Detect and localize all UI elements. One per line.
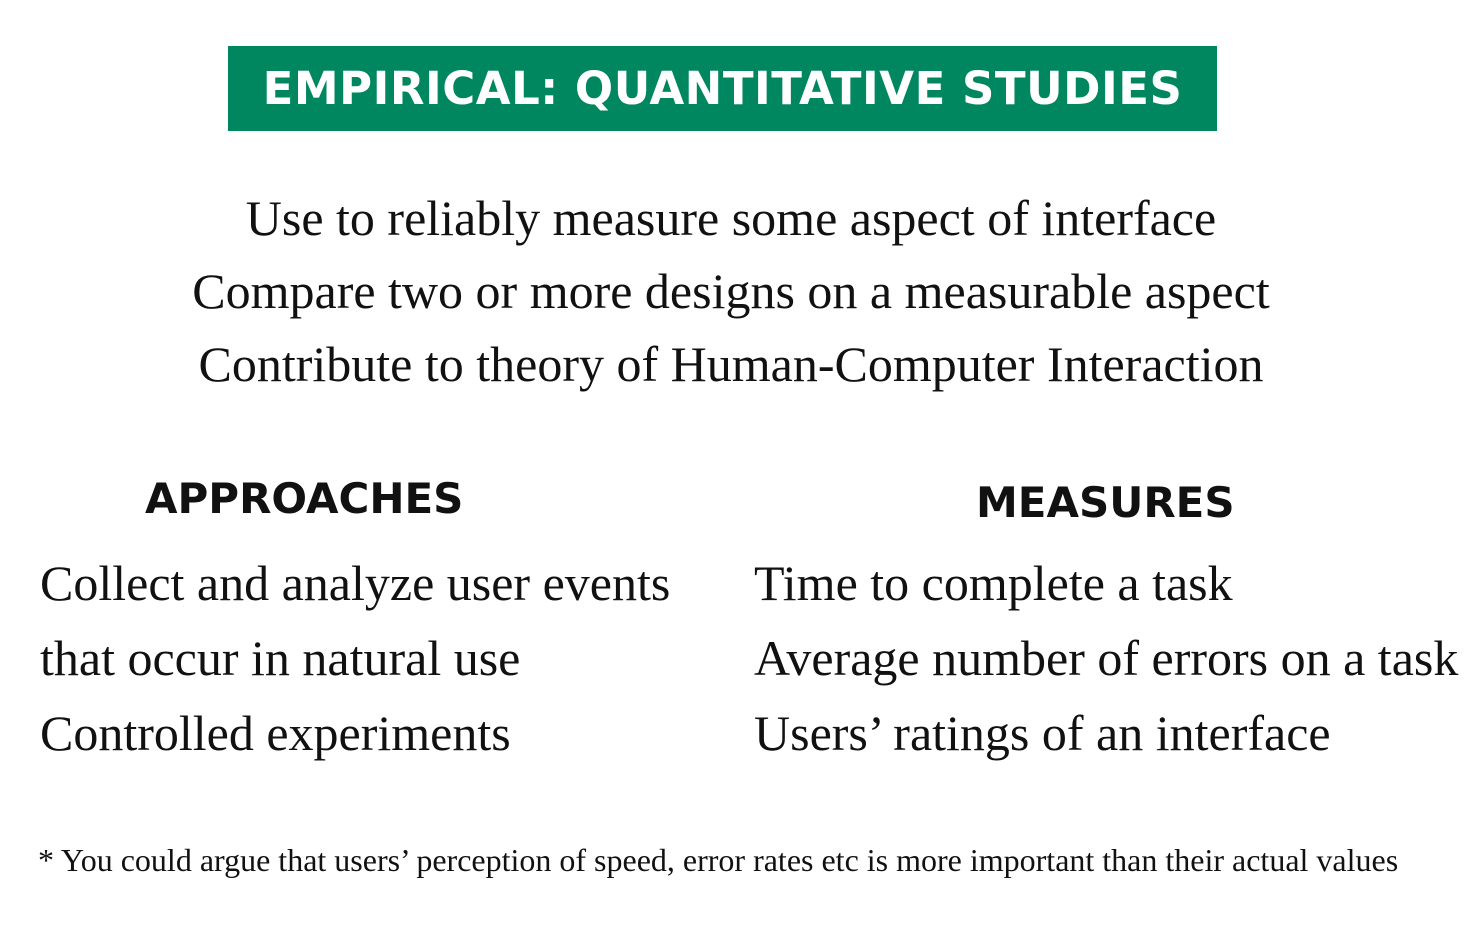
approaches-item: that occur in natural use [40,630,521,686]
approaches-item: Controlled experiments [40,705,511,761]
approaches-item: Collect and analyze user events [40,555,671,611]
footnote: * You could argue that users’ perception… [38,842,1399,878]
slide-title-banner: EMPIRICAL: QUANTITATIVE STUDIES [228,46,1217,131]
measures-item: Time to complete a task [754,555,1233,611]
measures-list: Time to complete a task Average number o… [754,546,1458,771]
intro-line: Use to reliably measure some aspect of i… [245,190,1217,246]
measures-item: Users’ ratings of an interface [754,705,1331,761]
intro-line: Compare two or more designs on a measura… [192,263,1270,319]
slide-title: EMPIRICAL: QUANTITATIVE STUDIES [262,62,1183,115]
intro-text: Use to reliably measure some aspect of i… [0,182,1462,401]
measures-item: Average number of errors on a task [754,630,1459,686]
approaches-list: Collect and analyze user events that occ… [40,546,670,771]
measures-heading: MEASURES [976,478,1235,527]
intro-line: Contribute to theory of Human-Computer I… [198,336,1264,392]
approaches-heading: APPROACHES [145,474,464,523]
